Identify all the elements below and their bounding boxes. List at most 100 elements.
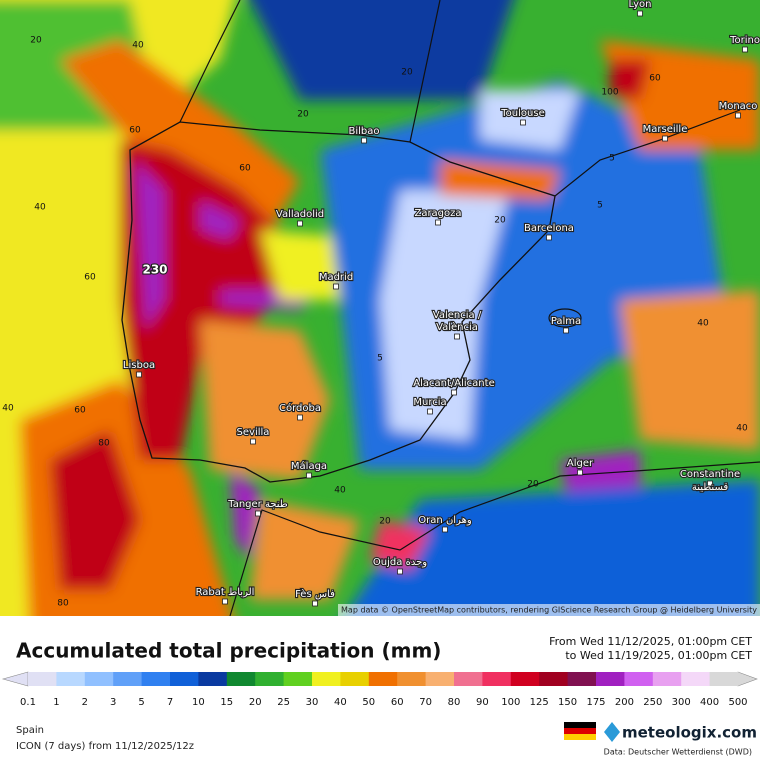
colorbar-swatch: [170, 672, 199, 686]
city-label: Constantine: [680, 469, 740, 480]
colorbar-end: [1, 671, 29, 687]
colorbar-label: 10: [192, 697, 205, 708]
coastline: [121, 121, 556, 483]
colorbar-label: 80: [448, 697, 461, 708]
island: [548, 308, 582, 328]
city-marker: [297, 220, 303, 227]
logo-icon: [604, 722, 620, 742]
contour-label: 230: [142, 263, 167, 277]
colorbar-label: 500: [728, 697, 747, 708]
colorbar-swatch: [425, 672, 455, 686]
colorbar-label: 40: [334, 697, 347, 708]
city-label: València: [436, 321, 478, 333]
colorbar-swatch: [454, 672, 483, 686]
city-label: Bilbao: [348, 126, 379, 137]
contour-label: 40: [736, 424, 748, 434]
city-label: Oujda وجدة: [373, 557, 427, 568]
colorbar-label: 30: [306, 697, 319, 708]
colorbar-swatch: [84, 672, 114, 686]
city-marker: [306, 472, 312, 479]
map-labels: Lyon Torino Monaco Marseille Toulouse Bilbao V…: [2, 0, 760, 609]
colorbar-label: 15: [220, 697, 233, 708]
city-marker: [637, 10, 643, 17]
colorbar-label: 250: [643, 697, 662, 708]
colorbar-swatch: [255, 672, 285, 686]
city-marker: [451, 389, 457, 396]
colorbar-swatch: [397, 672, 427, 686]
contour-label: 80: [57, 599, 69, 609]
city-marker: [563, 327, 569, 334]
city-label: Toulouse: [500, 108, 544, 119]
colorbar-label: 3: [110, 697, 116, 708]
colorbar-swatch: [141, 672, 171, 686]
legend: Accumulated total precipitation (mm) Fro…: [1, 635, 758, 708]
city-label: Madrid: [319, 272, 353, 283]
city-label: Fès فاس: [295, 588, 335, 600]
city-label: Barcelona: [524, 223, 574, 234]
colorbar-swatch: [56, 672, 86, 686]
city-marker: [435, 219, 441, 226]
city-marker: [742, 46, 748, 53]
colorbar-swatch: [198, 672, 228, 686]
city-marker: [312, 600, 318, 607]
colorbar-swatch: [567, 672, 597, 686]
colorbar-swatch: [510, 672, 540, 686]
colorbar-label: 70: [419, 697, 432, 708]
colorbar-swatch: [624, 672, 654, 686]
colorbar-swatch: [596, 672, 625, 686]
data-source: Data: Deutscher Wetterdienst (DWD): [604, 748, 752, 757]
period-to: to Wed 11/19/2025, 01:00pm CET: [565, 649, 752, 662]
city-label: Monaco: [719, 101, 758, 112]
contour-label: 60: [239, 164, 251, 174]
contour-label: 60: [649, 74, 661, 84]
contour-label: 40: [34, 203, 46, 213]
brand: meteologix.com: [622, 724, 757, 742]
model: ICON (7 days) from 11/12/2025/12z: [16, 741, 194, 752]
contour-label: 60: [129, 126, 141, 136]
contour-label: 20: [527, 480, 539, 490]
contour-label: 40: [132, 41, 144, 51]
colorbar-label: 1: [53, 697, 59, 708]
contour-label: 40: [334, 486, 346, 496]
colorbar-label: 50: [362, 697, 375, 708]
colorbar-label: 150: [558, 697, 577, 708]
city-marker: [333, 283, 339, 290]
contour-label: 100: [601, 88, 618, 98]
contour-label: 20: [494, 216, 506, 226]
city-label: Zaragoza: [414, 208, 461, 219]
city-label: Rabat الرباط: [196, 587, 255, 598]
map: Lyon Torino Monaco Marseille Toulouse Bilbao V…: [0, 0, 760, 616]
city-marker: [427, 408, 433, 415]
contour-label: 20: [30, 36, 42, 46]
city-label: Torino: [729, 35, 760, 46]
colorbar-swatch: [681, 672, 711, 686]
contour-label: 60: [74, 406, 86, 416]
city-label: Córdoba: [279, 402, 321, 414]
region: Spain: [16, 725, 44, 736]
colorbar-label: 175: [586, 697, 605, 708]
attribution-bg: [338, 604, 760, 616]
legend-title: Accumulated total precipitation (mm): [16, 639, 441, 663]
colorbar-swatch: [368, 672, 398, 686]
city-marker: [250, 438, 256, 445]
city-label: قسنطينة: [692, 482, 729, 493]
city-label: Murcia: [413, 397, 446, 408]
city-label: Lyon: [628, 0, 651, 10]
contour-label: 60: [84, 273, 96, 283]
colorbar-swatch: [709, 672, 739, 686]
attribution: Map data © OpenStreetMap contributors, r…: [341, 606, 757, 615]
city-label: Málaga: [291, 460, 327, 472]
contour-label: 5: [597, 201, 603, 211]
city-marker: [662, 135, 668, 142]
city-label: Alger: [567, 458, 594, 469]
contour-label: 5: [377, 354, 383, 364]
colorbar-end: [737, 671, 758, 687]
colorbar-swatch: [340, 672, 370, 686]
city-label: Oran وهران: [418, 515, 472, 526]
colorbar-label: 2: [82, 697, 88, 708]
coastline: [179, 0, 760, 616]
colorbar-swatch: [652, 672, 682, 686]
city-label: Palma: [551, 316, 581, 327]
colorbar-swatch: [312, 672, 341, 686]
